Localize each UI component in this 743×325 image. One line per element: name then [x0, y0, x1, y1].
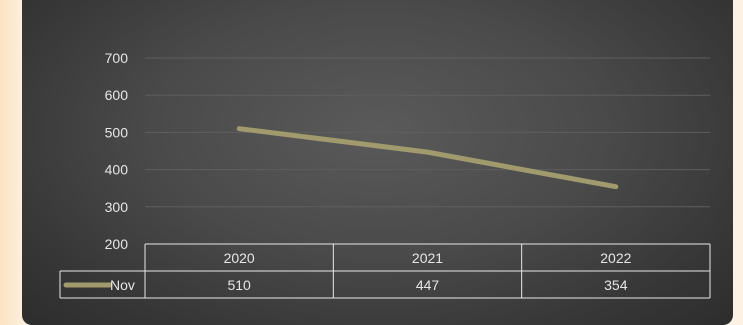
x-category-label: 2022 — [600, 250, 631, 266]
y-tick-label: 500 — [105, 124, 129, 140]
data-value-label: 354 — [604, 277, 628, 293]
y-tick-label: 300 — [105, 199, 129, 215]
series-name-label: Nov — [110, 277, 135, 293]
line-chart: 200 300 400 500 600 700 2020 2021 2022 Nov 510 447… — [59, 50, 711, 299]
x-category-label: 2020 — [224, 250, 255, 266]
y-tick-label: 700 — [105, 50, 129, 66]
y-tick-label: 200 — [105, 236, 129, 252]
data-table: 2020 2021 2022 Nov 510 447 354 — [59, 243, 711, 299]
y-tick-label: 400 — [105, 162, 129, 178]
data-value-label: 510 — [227, 277, 251, 293]
data-value-label: 447 — [416, 277, 440, 293]
y-tick-label: 600 — [105, 87, 129, 103]
gridlines — [145, 57, 710, 208]
chart-card: 200 300 400 500 600 700 2020 2021 2022 Nov 510 447… — [22, 0, 733, 325]
y-axis-ticks: 200 300 400 500 600 700 — [105, 50, 129, 252]
x-category-label: 2021 — [412, 250, 443, 266]
series-line — [236, 126, 619, 190]
series-layer — [236, 126, 619, 190]
